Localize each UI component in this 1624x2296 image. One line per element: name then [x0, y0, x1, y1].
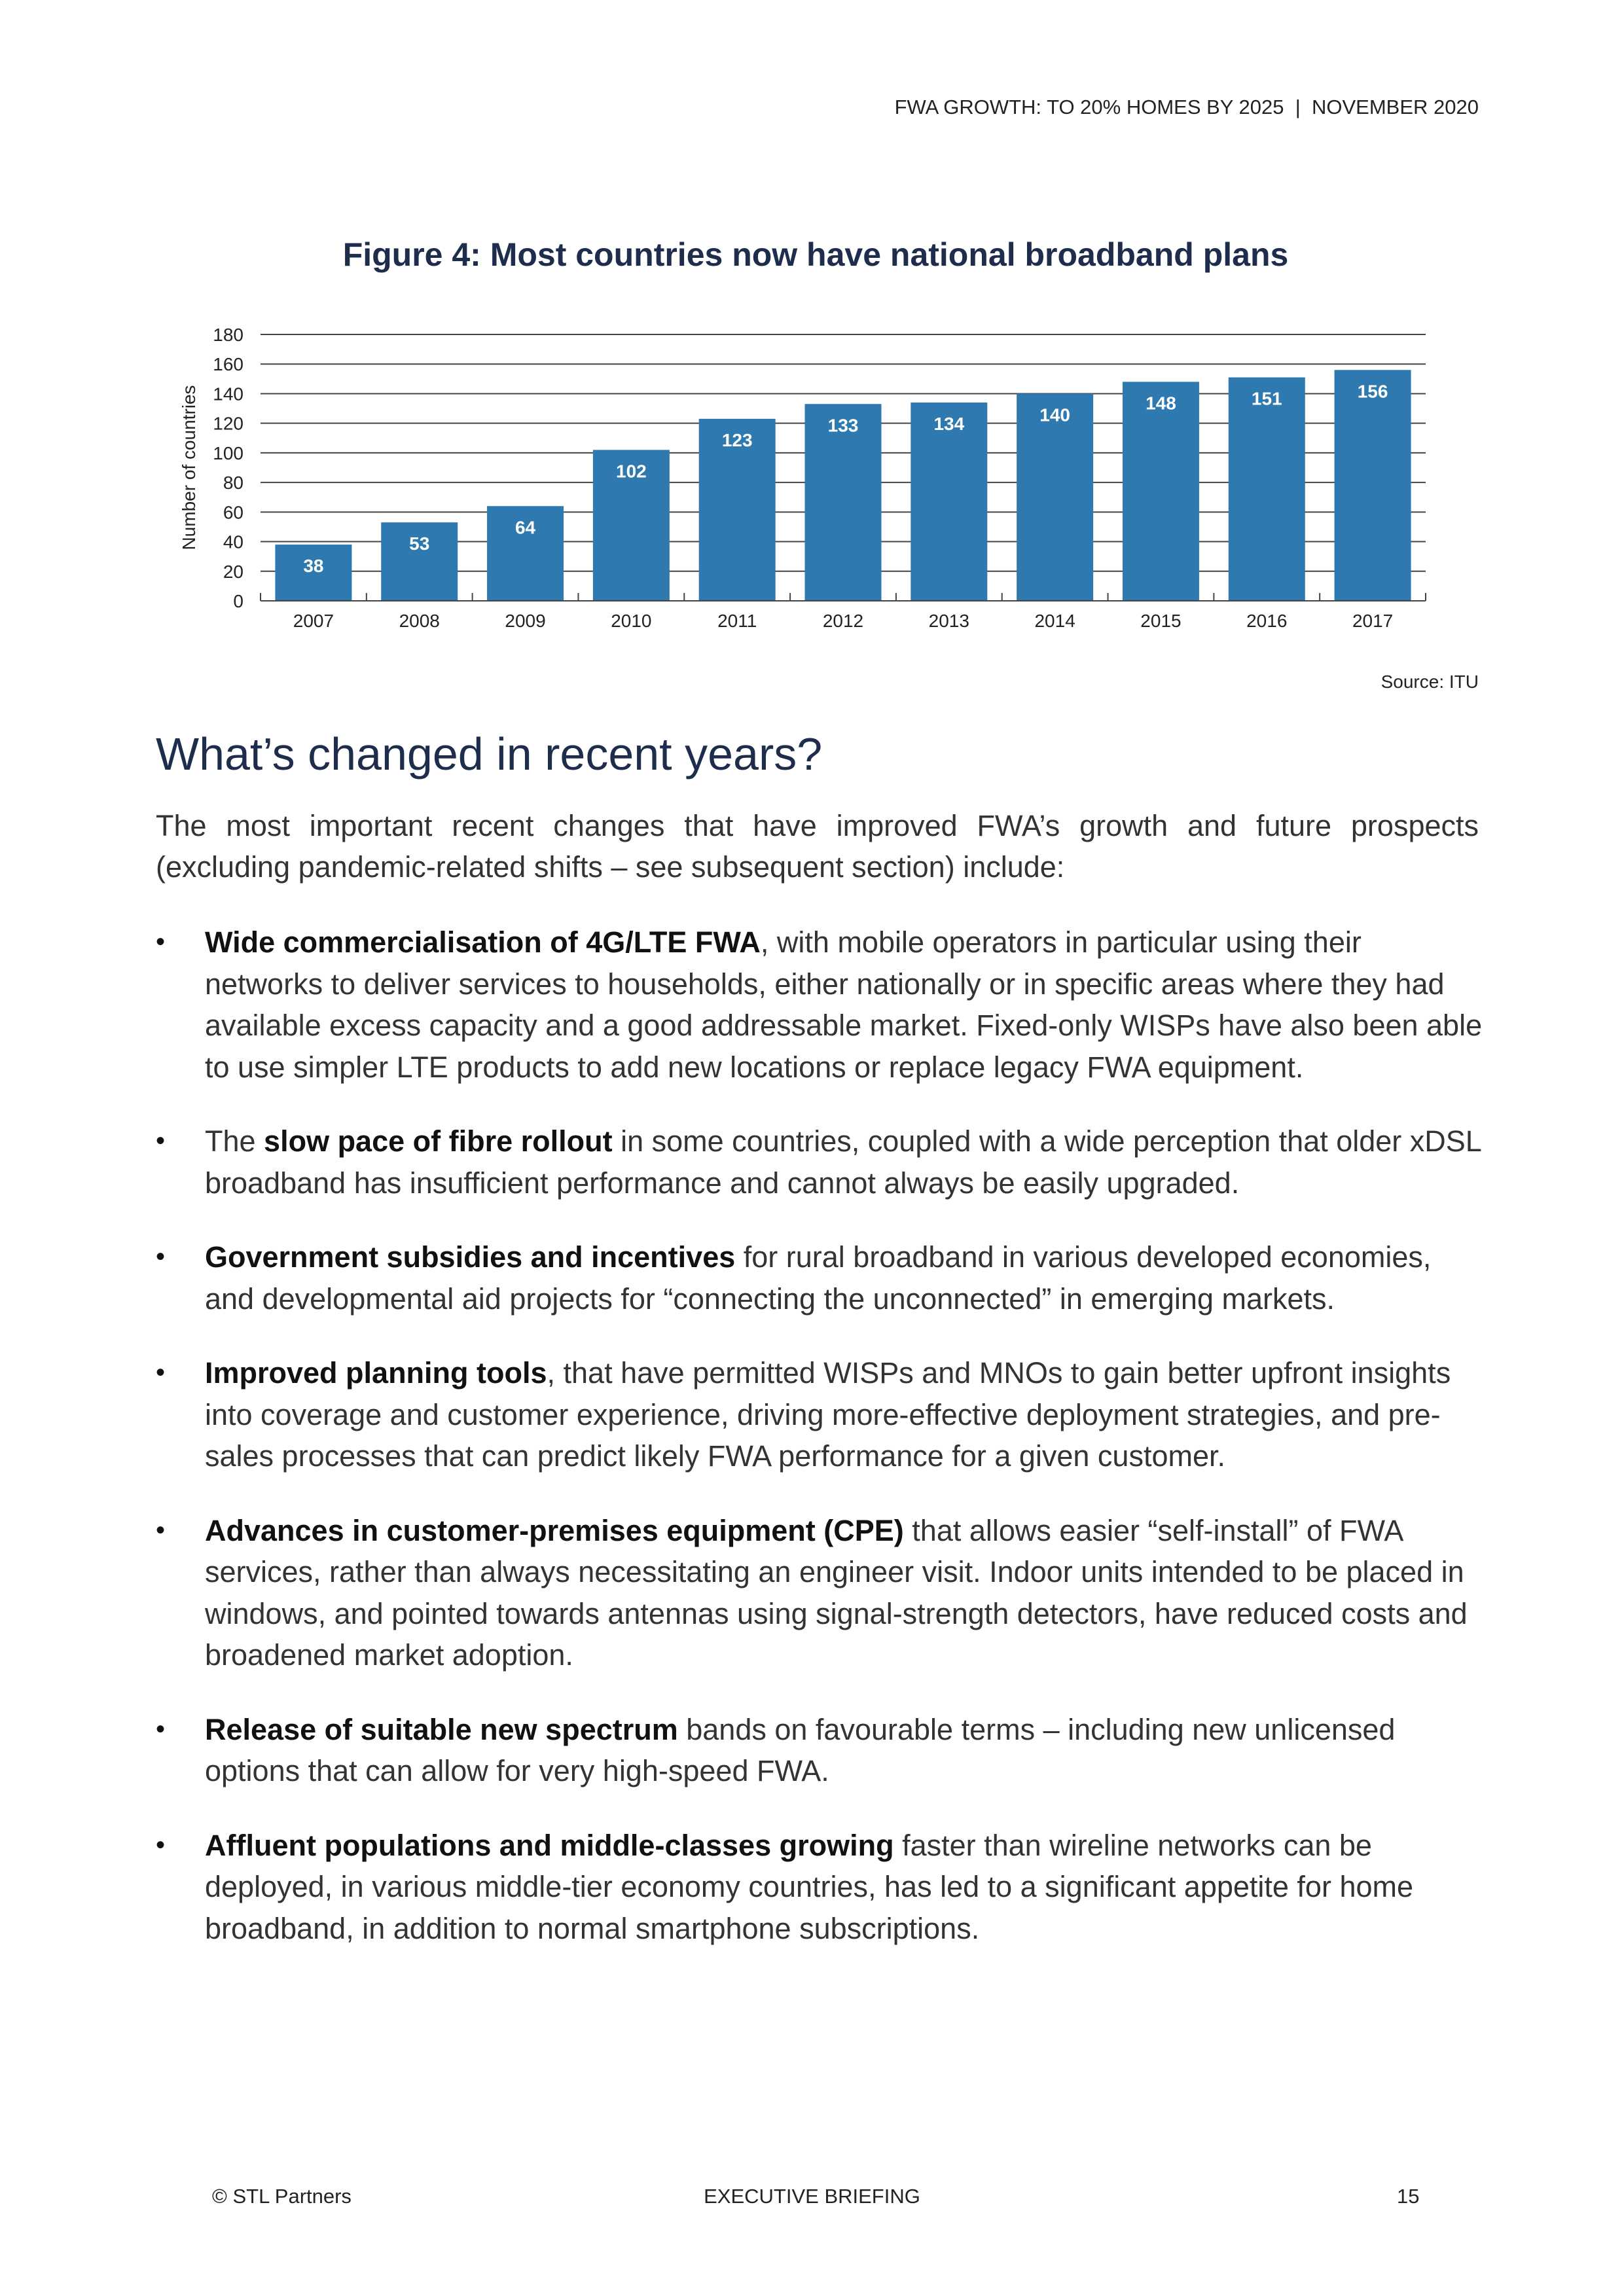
bullet-icon: • [156, 1242, 166, 1271]
bullet-text: faster than wireline networks can be dep… [205, 1828, 1414, 1945]
bullet-text: , that have permitted WISPs and MNOs to … [205, 1356, 1451, 1473]
bar [1334, 370, 1411, 601]
bullet-text: , with mobile operators in particular us… [205, 925, 1483, 1084]
bullet-text: in some countries, coupled with a wide p… [205, 1124, 1481, 1200]
bullet-icon: • [156, 1126, 166, 1155]
y-tick-label: 40 [223, 532, 244, 552]
x-tick-label: 2010 [611, 611, 651, 631]
x-tick-label: 2008 [399, 611, 440, 631]
y-tick-label: 60 [223, 502, 244, 522]
running-header: FWA GROWTH: TO 20% HOMES BY 2025 | NOVEM… [894, 96, 1479, 118]
bullet-bold: Wide commercialisation of 4G/LTE FWA [205, 925, 761, 959]
bar-chart: 0 20 40 60 80 100 120 140 160 180 Number of countr… [179, 325, 1426, 631]
bar [1017, 393, 1094, 601]
bullet-icon: • [156, 1830, 166, 1859]
data-label: 156 [1358, 381, 1388, 401]
list-item: • The slow pace of fibre rollout in some … [156, 1121, 1485, 1204]
bullet-text: for rural broadband in various developed… [205, 1240, 1432, 1316]
bullet-bold: slow pace of fibre rollout [264, 1124, 613, 1158]
y-tick-label: 100 [213, 443, 244, 463]
y-tick-label: 140 [213, 384, 244, 404]
data-label: 64 [515, 517, 536, 537]
x-tick-label: 2014 [1034, 611, 1075, 631]
footer-title: EXECUTIVE BRIEFING [704, 2185, 920, 2208]
bullet-list: • Wide commercialisation of 4G/LTE FWA, w… [156, 922, 1485, 1982]
list-item: • Improved planning tools, that have perm… [156, 1352, 1485, 1477]
list-item: • Wide commercialisation of 4G/LTE FWA, w… [156, 922, 1485, 1088]
list-item: • Release of suitable new spectrum bands … [156, 1709, 1485, 1792]
list-item: • Government subsidies and incentives for… [156, 1236, 1485, 1319]
x-tick-label: 2013 [929, 611, 969, 631]
y-tick-label: 160 [213, 354, 244, 374]
bar [381, 522, 458, 601]
bullet-icon: • [156, 1714, 166, 1744]
x-tick-label: 2012 [823, 611, 863, 631]
section-heading: What’s changed in recent years? [156, 728, 823, 780]
bullet-bold: Government subsidies and incentives [205, 1240, 736, 1274]
x-tick-label: 2015 [1140, 611, 1181, 631]
list-item: • Advances in customer-premises equipment… [156, 1510, 1485, 1676]
y-tick-label: 0 [233, 591, 244, 611]
bullet-icon: • [156, 927, 166, 956]
bar [487, 506, 564, 601]
bullet-text: bands on favourable terms – including ne… [205, 1712, 1396, 1788]
x-tick-label: 2009 [505, 611, 545, 631]
x-tick-label: 2017 [1352, 611, 1393, 631]
page-number: 15 [1397, 2185, 1420, 2208]
bar [804, 404, 882, 601]
figure-title: Figure 4: Most countries now have nation… [342, 236, 1289, 273]
y-tick-label: 80 [223, 473, 244, 493]
bullet-icon: • [156, 1358, 166, 1387]
intro-paragraph: The most important recent changes that h… [156, 809, 1479, 884]
bullet-bold: Affluent populations and middle-classes … [205, 1828, 894, 1862]
data-label: 38 [303, 556, 323, 576]
y-tick-label: 180 [213, 325, 244, 345]
bar [911, 403, 988, 601]
data-label: 151 [1252, 389, 1282, 409]
list-item: • Affluent populations and middle-classes… [156, 1825, 1485, 1950]
bar [1228, 377, 1305, 601]
bullet-pre: The [205, 1124, 264, 1158]
bar [698, 418, 776, 601]
bar [275, 545, 352, 601]
x-tick-label: 2011 [717, 611, 757, 631]
bullet-text: that allows easier “self-install” of FWA… [205, 1513, 1468, 1672]
y-axis-title: Number of countries [179, 385, 199, 550]
data-label: 134 [933, 414, 964, 434]
bar [1122, 382, 1199, 601]
figure-source: Source: ITU [1380, 672, 1479, 692]
bullet-bold: Release of suitable new spectrum [205, 1712, 678, 1746]
bullet-icon: • [156, 1515, 166, 1545]
data-label: 140 [1039, 404, 1070, 425]
x-tick-label: 2007 [293, 611, 334, 631]
x-tick-label: 2016 [1246, 611, 1287, 631]
data-label: 123 [722, 430, 753, 450]
y-tick-label: 20 [223, 562, 244, 582]
footer-copyright: © STL Partners [212, 2185, 352, 2208]
bullet-bold: Advances in customer-premises equipment … [205, 1513, 904, 1547]
data-label: 148 [1146, 393, 1176, 413]
data-label: 133 [828, 415, 859, 435]
data-label: 53 [409, 533, 429, 554]
y-tick-label: 120 [213, 414, 244, 434]
data-label: 102 [616, 461, 647, 481]
bullet-bold: Improved planning tools [205, 1356, 547, 1390]
bar [592, 450, 670, 601]
